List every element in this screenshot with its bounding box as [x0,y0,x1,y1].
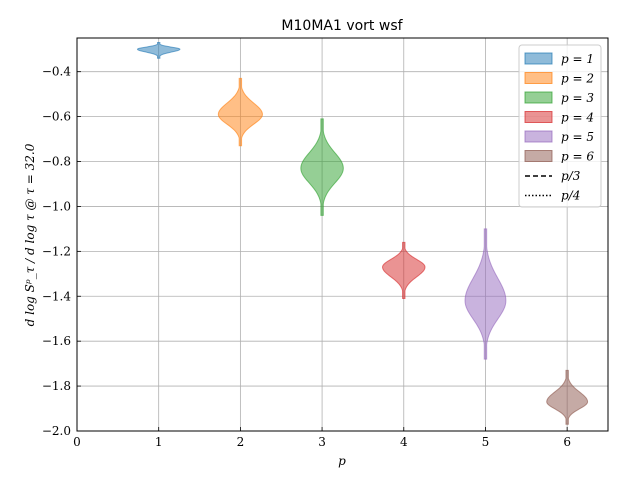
legend-swatch-p5 [524,130,553,143]
plot-area-frame [76,37,609,432]
legend-swatch-p4 [524,111,553,123]
legend-swatch-p6 [524,150,553,162]
y-tick-label: −1.8 [42,379,71,393]
legend-box [518,44,602,208]
legend-label-p1: p = 1 [561,52,594,66]
violin-p4 [382,241,426,299]
y-tick-label: −1.0 [42,199,71,213]
violin-p6 [546,369,589,425]
legend-label-p3: p = 3 [561,91,594,105]
legend-label-p5: p = 5 [561,130,594,144]
y-tick-label: −1.6 [42,334,71,348]
x-tick-label: 1 [155,435,163,449]
y-tick-label: −0.6 [42,110,71,124]
violin-p1 [136,41,181,59]
legend-label-p4: p = 4 [561,111,594,125]
x-axis-label: p [338,454,346,468]
x-tick-label: 0 [73,435,81,449]
legend-swatch-p3 [524,91,553,104]
y-tick-label: −1.4 [42,289,72,303]
y-tick-label: −2.0 [42,424,71,438]
legend-label-dashed: p/3 [561,169,581,183]
legend-label-p2: p = 2 [561,72,594,86]
x-tick-label: 3 [318,435,326,449]
y-axis-label: d log Sᵖ_τ / d log τ @ τ = 32.0 [23,143,37,326]
x-tick-label: 5 [482,435,490,449]
violin-p3 [300,118,344,216]
violin-p2 [217,77,263,147]
axis-ticks: 0 1 2 3 4 5 6 −2.0 −1.8 −1.6 −1.4 −1.2 −1.0 −0.8 −0.6 −… [42,65,571,449]
y-tick-label: −0.4 [42,65,72,79]
x-tick-label: 6 [563,435,571,449]
legend: p = 1 p = 2 p = 3 p = 4 p = 5 p = 6 p/3 p/4 [518,44,602,208]
y-tick-label: −0.8 [42,155,71,169]
violin-p5 [464,228,507,360]
legend-label-dotted: p/4 [561,189,580,203]
x-tick-label: 4 [400,435,408,449]
legend-swatch-p1 [524,52,553,65]
violins [136,41,589,425]
y-tick-label: −1.2 [42,244,71,258]
legend-swatch-p2 [524,72,553,84]
x-tick-label: 2 [237,435,245,449]
legend-label-p6: p = 6 [561,150,594,164]
chart-title: M10MA1 vort wsf [281,18,403,34]
